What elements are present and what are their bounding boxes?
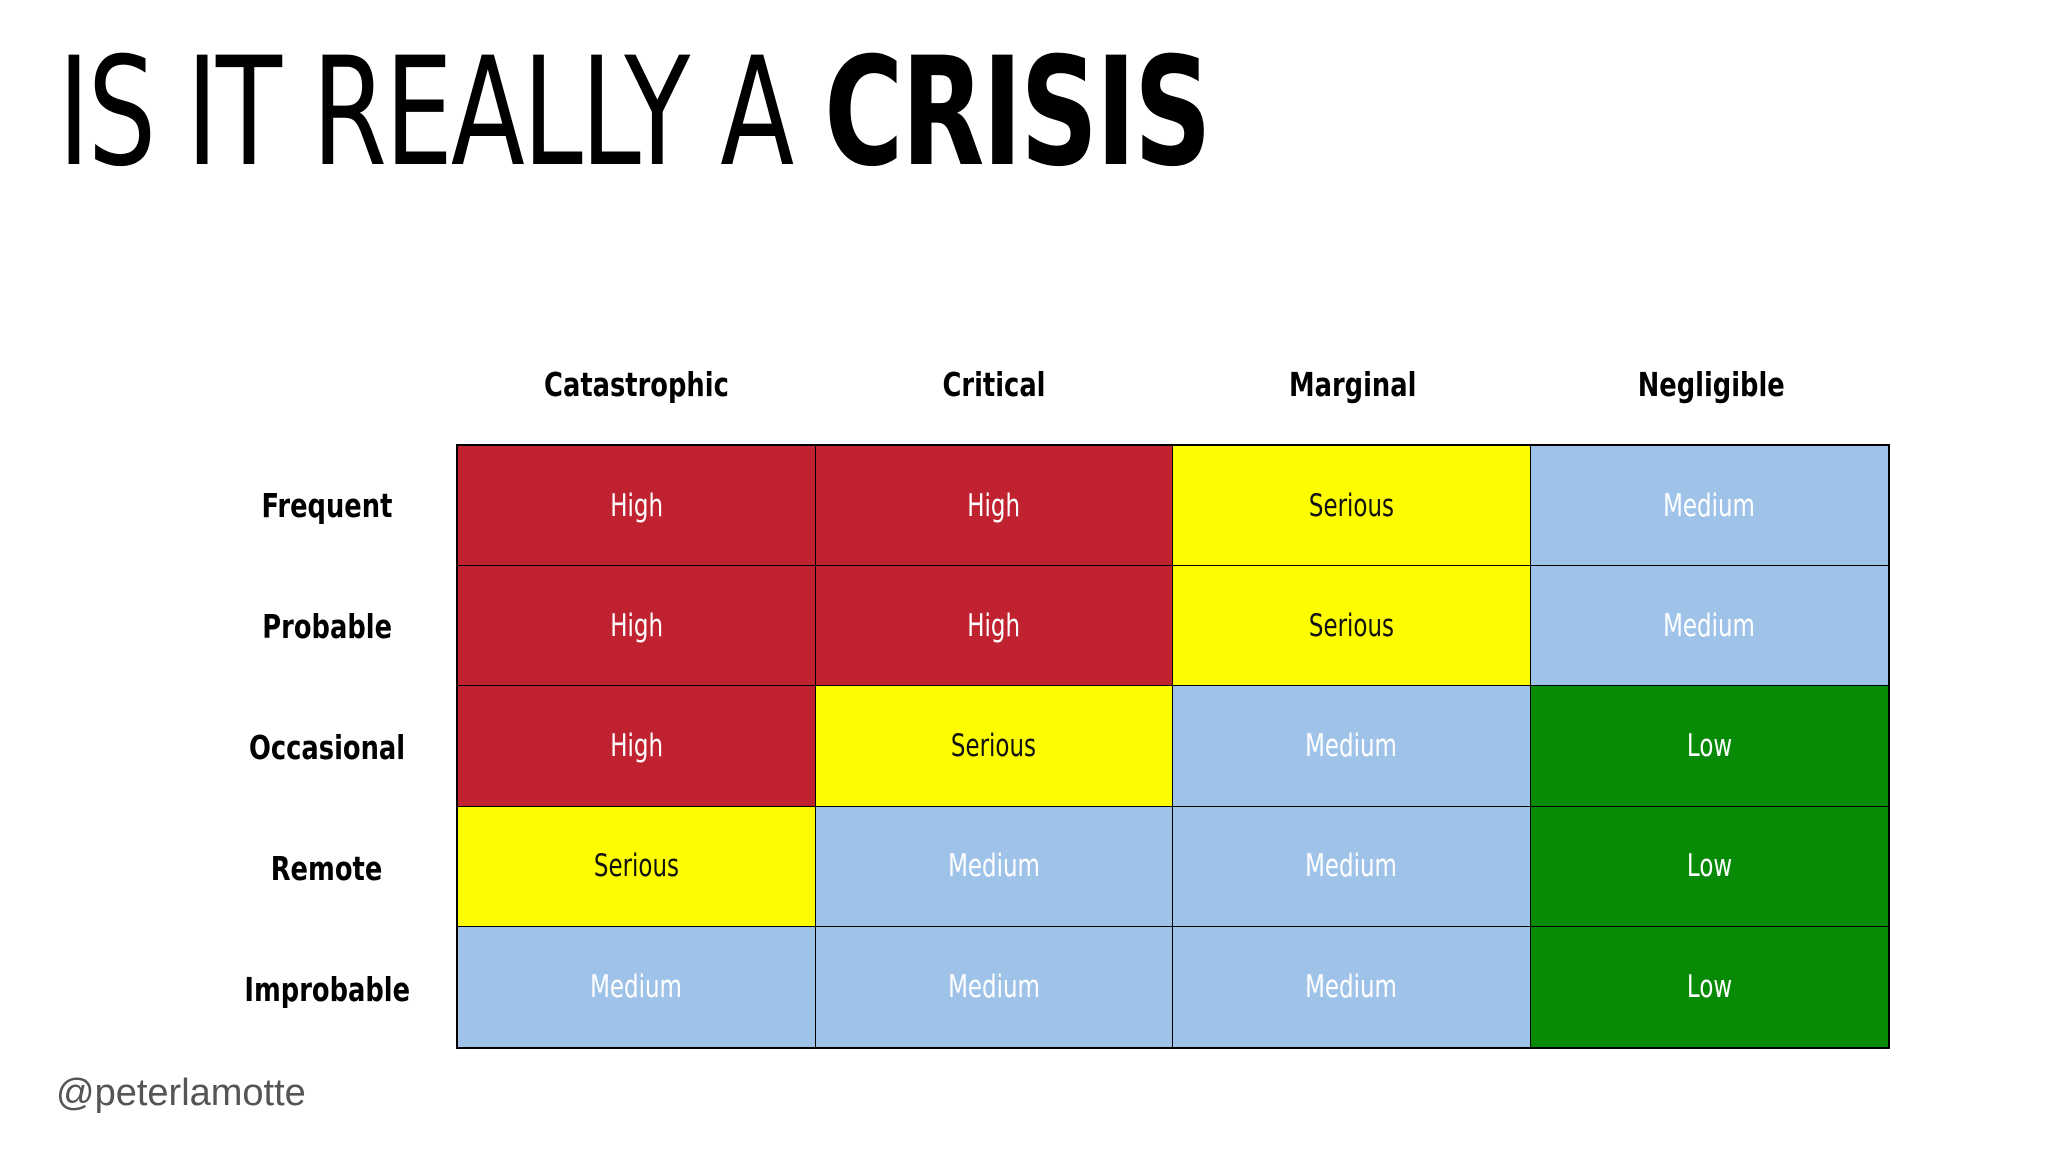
slide-title-bold: CRISIS [824, 26, 1212, 200]
row-headers: Frequent Probable Occasional Remote Impr… [222, 445, 432, 1050]
risk-cell-label: Serious [951, 727, 1037, 764]
column-headers: Catastrophic Critical Marginal Negligibl… [457, 360, 1890, 410]
risk-cell-label: Medium [1663, 607, 1756, 644]
risk-cell-frequent-marginal: Serious [1173, 446, 1531, 567]
risk-cell-label: High [609, 487, 663, 524]
risk-cell-label: Medium [1663, 487, 1756, 524]
risk-cell-occasional-critical: Serious [815, 686, 1173, 807]
author-handle: @peterlamotte [56, 1072, 306, 1114]
row-header-label: Improbable [244, 970, 410, 1009]
row-header-label: Occasional [248, 728, 406, 767]
risk-cell-label: Medium [947, 968, 1040, 1005]
risk-cell-occasional-catastrophic: High [458, 686, 816, 807]
risk-cell-improbable-negligible: Low [1530, 926, 1888, 1047]
column-header-label: Critical [942, 365, 1046, 404]
row-header-probable: Probable [222, 566, 432, 687]
risk-cell-probable-negligible: Medium [1530, 566, 1888, 687]
row-header-occasional: Occasional [222, 687, 432, 808]
risk-cell-label: Medium [1305, 968, 1398, 1005]
row-header-improbable: Improbable [222, 929, 432, 1050]
risk-cell-frequent-critical: High [815, 446, 1173, 567]
risk-cell-remote-negligible: Low [1530, 806, 1888, 927]
risk-cell-label: High [967, 487, 1021, 524]
row-header-frequent: Frequent [222, 445, 432, 566]
risk-cell-label: Serious [1308, 487, 1394, 524]
risk-cell-frequent-negligible: Medium [1530, 446, 1888, 567]
row-header-remote: Remote [222, 808, 432, 929]
risk-cell-label: Serious [1308, 607, 1394, 644]
risk-cell-label: Medium [947, 848, 1040, 885]
risk-cell-occasional-marginal: Medium [1173, 686, 1531, 807]
risk-matrix: High High Serious Medium High High Serio… [456, 444, 1890, 1049]
risk-cell-label: High [609, 727, 663, 764]
column-header-catastrophic: Catastrophic [457, 360, 815, 410]
risk-cell-remote-marginal: Medium [1173, 806, 1531, 927]
risk-cell-label: High [609, 607, 663, 644]
risk-cell-probable-catastrophic: High [458, 566, 816, 687]
slide-title-light: IS IT REALLY A [58, 26, 825, 200]
column-header-label: Catastrophic [543, 365, 729, 404]
risk-cell-remote-critical: Medium [815, 806, 1173, 927]
risk-cell-probable-critical: High [815, 566, 1173, 687]
column-header-label: Marginal [1288, 365, 1417, 404]
risk-cell-remote-catastrophic: Serious [458, 806, 816, 927]
risk-cell-label: Medium [1305, 727, 1398, 764]
risk-cell-label: Low [1686, 848, 1732, 885]
risk-cell-label: Serious [593, 848, 679, 885]
risk-cell-occasional-negligible: Low [1530, 686, 1888, 807]
column-header-marginal: Marginal [1174, 360, 1532, 410]
row-header-label: Remote [271, 849, 383, 888]
risk-cell-label: Low [1686, 968, 1732, 1005]
column-header-label: Negligible [1637, 365, 1785, 404]
risk-cell-label: High [967, 607, 1021, 644]
risk-cell-frequent-catastrophic: High [458, 446, 816, 567]
risk-cell-label: Low [1686, 727, 1732, 764]
row-header-label: Frequent [261, 486, 393, 525]
risk-cell-improbable-critical: Medium [815, 926, 1173, 1047]
risk-cell-improbable-catastrophic: Medium [458, 926, 816, 1047]
risk-cell-probable-marginal: Serious [1173, 566, 1531, 687]
risk-cell-improbable-marginal: Medium [1173, 926, 1531, 1047]
risk-cell-label: Medium [590, 968, 683, 1005]
slide-title: IS IT REALLY A CRISIS [58, 38, 1212, 188]
column-header-negligible: Negligible [1532, 360, 1890, 410]
row-header-label: Probable [262, 607, 392, 646]
column-header-critical: Critical [815, 360, 1173, 410]
risk-cell-label: Medium [1305, 848, 1398, 885]
